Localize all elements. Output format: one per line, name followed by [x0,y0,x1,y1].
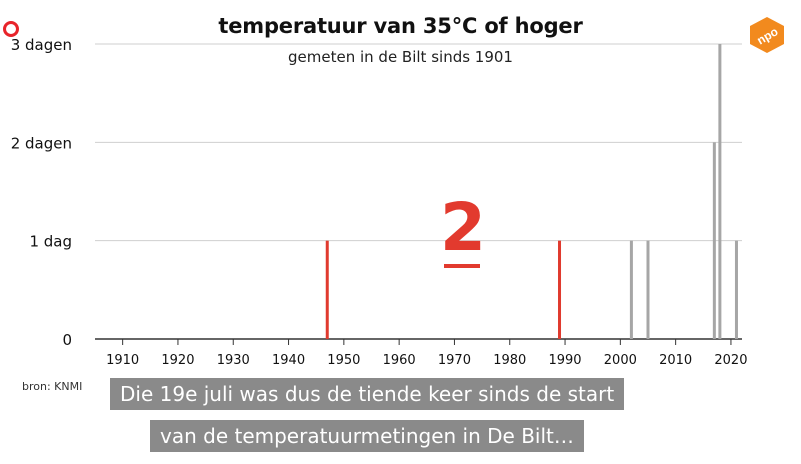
bar [629,240,633,339]
x-tick-label: 1970 [438,353,471,368]
bar [734,240,738,339]
bar-highlight [558,240,562,339]
x-tick-label: 2010 [659,353,692,368]
bar [718,44,722,339]
y-tick-label: 1 dag [29,233,72,251]
y-tick-label: 0 [62,331,72,349]
y-tick-label: 2 dagen [11,134,72,152]
bar [712,142,716,339]
x-tick-label: 2000 [604,353,637,368]
highlight-count: 2 [440,189,486,266]
bar [646,240,650,339]
chart-title: temperatuur van 35°C of hoger [218,14,583,38]
chart-subtitle: gemeten in de Bilt sinds 1901 [288,48,513,66]
x-tick-label: 1940 [272,353,305,368]
npo-logo-icon: npo [750,17,784,53]
x-tick-label: 1980 [493,353,526,368]
x-tick-label: 1960 [383,353,416,368]
x-tick-label: 1990 [548,353,581,368]
y-tick-label: 3 dagen [11,36,72,54]
bar-highlight [325,240,329,339]
x-tick-label: 1920 [161,353,194,368]
x-tick-label: 1950 [327,353,360,368]
x-tick-label: 1910 [106,353,139,368]
subtitle-caption-line-1: Die 19e juli was dus de tiende keer sind… [110,378,625,410]
source-label: bron: KNMI [22,380,83,393]
subtitle-caption-line-2: van de temperatuurmetingen in De Bilt… [150,420,584,452]
broadcaster-logo-icon [3,21,19,37]
x-tick-label: 1930 [217,353,250,368]
highlight-underline [444,264,480,268]
x-tick-label: 2020 [714,353,747,368]
